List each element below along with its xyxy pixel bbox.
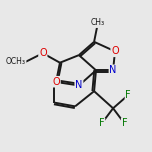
Text: OCH₃: OCH₃ [6, 57, 26, 66]
Text: F: F [125, 90, 131, 100]
Text: O: O [111, 46, 119, 56]
Text: N: N [109, 65, 117, 75]
Text: F: F [99, 118, 105, 128]
Text: CH₃: CH₃ [91, 18, 105, 27]
Text: N: N [75, 81, 83, 90]
Text: O: O [39, 48, 47, 58]
Text: F: F [122, 118, 127, 128]
Text: O: O [52, 77, 60, 87]
